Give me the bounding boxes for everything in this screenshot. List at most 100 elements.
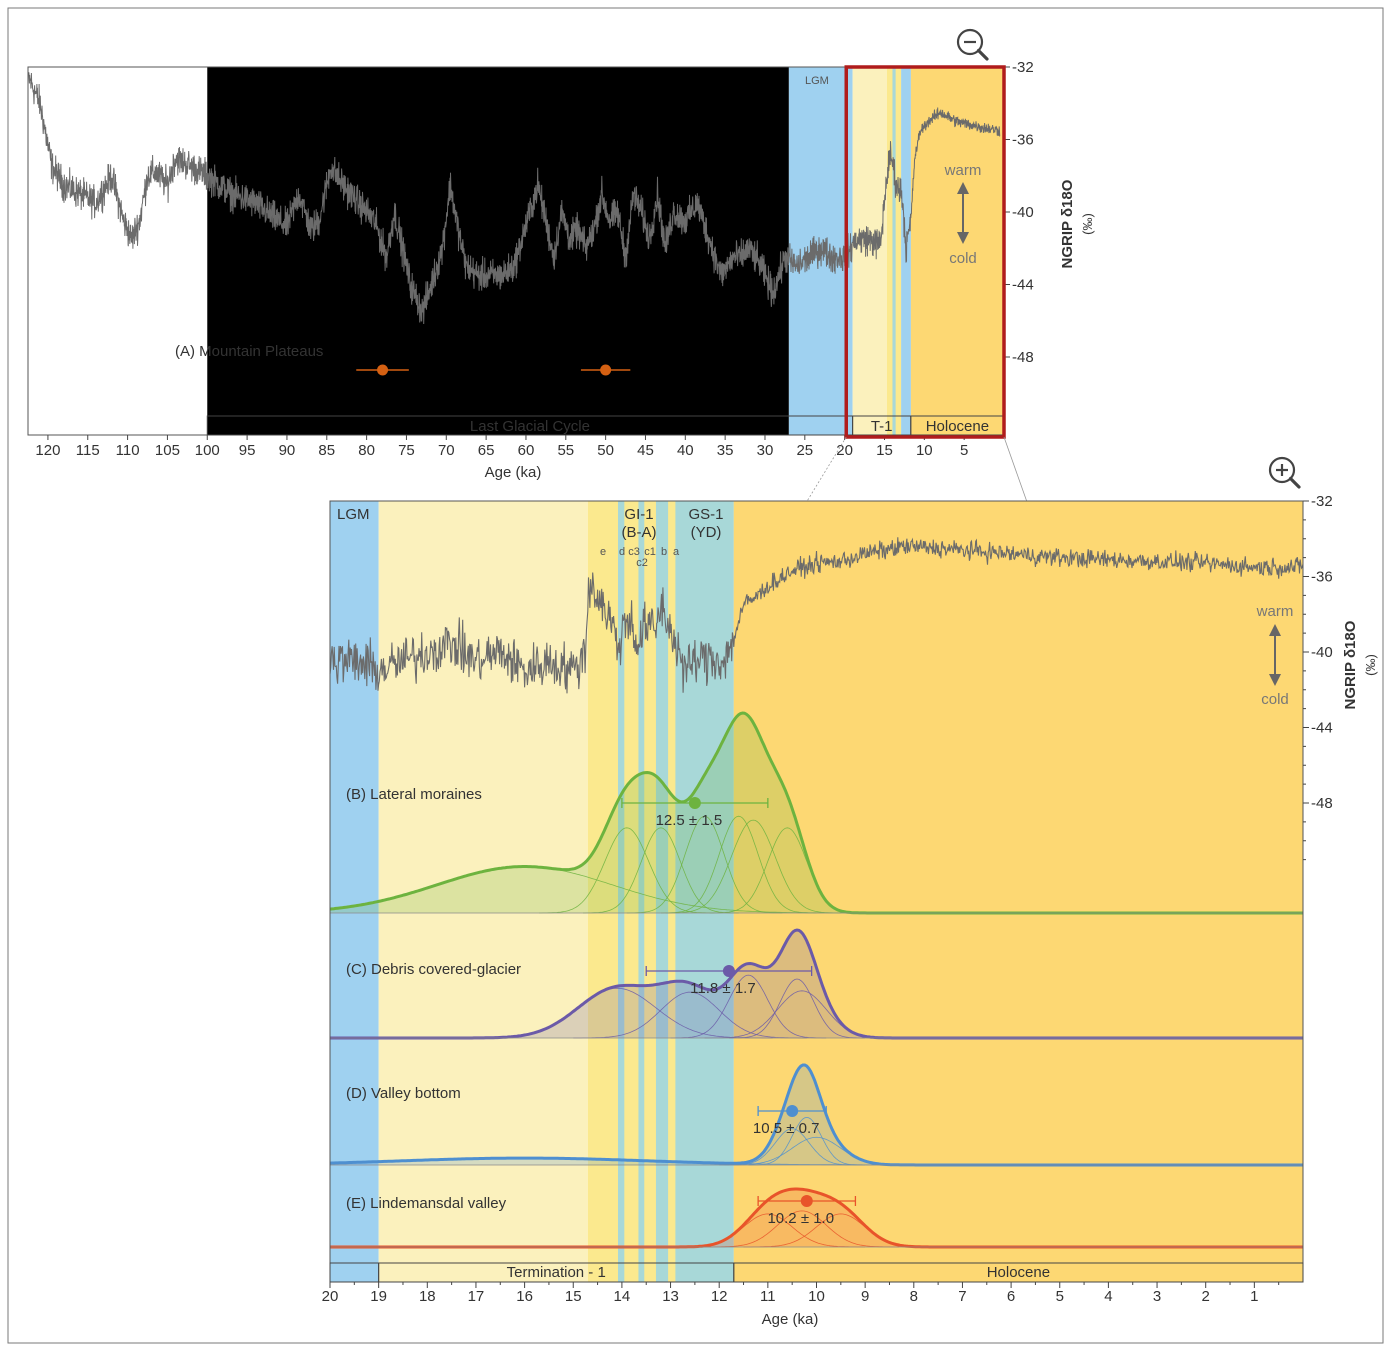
series-label: (D) Valley bottom (346, 1085, 461, 1102)
top-y-axis: -32 -36 -40 -44 -48 (1004, 59, 1034, 366)
top-y-axis-title-unit: (‰) (1080, 213, 1095, 235)
x-tick-label: 110 (116, 442, 140, 459)
bottom-age-distributions: (B) Lateral moraines 12.5 ± 1.5 (C) Debris… (329, 711, 1303, 1249)
x-tick-label: 95 (239, 442, 256, 459)
top-y-axis-title: NGRIP δ18O (‰) (1059, 179, 1095, 268)
x-tick-label: 3 (1153, 1288, 1161, 1305)
bottom-y-axis-title-unit: (‰) (1363, 654, 1378, 676)
bottom-x-axis: 20 19 18 17 16 15 14 13 12 11 10 9 8 7 6 5 4 3 2 1 (322, 1282, 1280, 1305)
warm-arrow-head (1269, 624, 1281, 636)
x-tick-label: 14 (614, 1288, 631, 1305)
distribution-fill (330, 1189, 1303, 1247)
mean-age-label: 10.5 ± 0.7 (753, 1120, 820, 1137)
x-tick-label: 6 (1007, 1288, 1015, 1305)
warm-label-top: warm (944, 162, 982, 179)
x-tick-label: 10 (916, 442, 933, 459)
distribution-fill (330, 1065, 1303, 1165)
x-tick-label: 85 (318, 442, 335, 459)
component-curve (583, 827, 739, 914)
period-label-t1: T-1 (871, 418, 893, 435)
panel-label-mountain-plateaus: (A) Mountain Plateaus (175, 343, 323, 360)
component-curve (626, 815, 783, 914)
x-tick-label: 20 (322, 1288, 339, 1305)
figure-border (7, 7, 1384, 1344)
period-box (733, 1262, 1304, 1283)
component-curve (660, 815, 817, 914)
y-tick-label: -40 (1311, 644, 1333, 661)
period-label-last-glacial-cycle: Last Glacial Cycle (470, 418, 590, 435)
zoom-out-magnifier-icon (956, 28, 989, 61)
period-label-holocene-bottom: Holocene (987, 1264, 1050, 1281)
mean-age-point (786, 1105, 799, 1117)
x-tick-label: 13 (662, 1288, 679, 1305)
series-label: (C) Debris covered-glacier (346, 961, 521, 978)
band-t1_light (852, 67, 887, 435)
distribution-purple: (C) Debris covered-glacier 11.8 ± 1.7 (330, 928, 1303, 1040)
sub-event-c2: c2 (636, 557, 648, 569)
top-x-axis: 120 115 110 105 100 95 90 85 80 75 70 65 60 55 50 45 40 3… (35, 435, 968, 459)
x-tick-label: 55 (557, 442, 574, 459)
lgm-label-top: LGM (805, 75, 829, 87)
band-lgm (330, 501, 379, 1282)
x-tick-label: 20 (836, 442, 853, 459)
x-tick-label: 10 (808, 1288, 825, 1305)
zoom-window-box (844, 65, 1006, 439)
mean-age-label: 11.8 ± 1.7 (690, 980, 756, 997)
sub-event-b: b (661, 546, 667, 558)
band-interstadial_teal-inner (892, 67, 896, 435)
mean-age-label: 10.2 ± 1.0 (767, 1210, 834, 1227)
band-interstadial_teal (618, 501, 625, 1282)
x-tick-label: 35 (717, 442, 734, 459)
y-tick-label: -48 (1012, 349, 1034, 366)
mean-age-point (722, 965, 735, 977)
period-label-holocene-top: Holocene (926, 418, 989, 435)
x-tick-label: 65 (478, 442, 495, 459)
distribution-red_orange: (E) Lindemansdal valley 10.2 ± 1.0 (330, 1187, 1303, 1249)
x-tick-label: 16 (516, 1288, 533, 1305)
band-glacial (207, 67, 789, 435)
lgm-label-bottom: LGM (337, 506, 370, 523)
age-point (600, 364, 612, 376)
gs1-sub-label: (YD) (691, 524, 722, 541)
top-period-bar: Last Glacial Cycle T-1 Holocene (206, 415, 1005, 436)
bottom-x-axis-title: Age (ka) (762, 1311, 819, 1328)
y-tick-label: -36 (1311, 569, 1333, 586)
x-tick-label: 120 (35, 442, 60, 459)
distribution-blue: (D) Valley bottom 10.5 ± 0.7 (329, 1063, 1303, 1167)
cold-label-bottom: cold (1261, 691, 1289, 708)
cold-arrow-head (1269, 674, 1281, 686)
x-tick-label: 80 (358, 442, 375, 459)
top-period-shading (207, 67, 1004, 435)
x-tick-label: 30 (757, 442, 774, 459)
mean-age-point (688, 797, 701, 809)
top-ngrip-record (27, 72, 1001, 325)
component-curve (665, 819, 841, 914)
y-tick-label: -44 (1012, 277, 1034, 294)
distribution-green: (B) Lateral moraines 12.5 ± 1.5 (329, 711, 1303, 915)
y-tick-label: -40 (1012, 204, 1034, 221)
x-tick-label: 1 (1250, 1288, 1258, 1305)
x-tick-label: 75 (398, 442, 415, 459)
y-tick-label: -44 (1311, 720, 1333, 737)
band-interstadial_teal (655, 501, 669, 1282)
x-tick-label: 105 (155, 442, 180, 459)
bottom-y-axis-title-main: NGRIP δ18O (1342, 620, 1359, 709)
x-tick-label: 17 (468, 1288, 485, 1305)
x-tick-label: 8 (910, 1288, 918, 1305)
band-holocene (733, 501, 1303, 1282)
x-tick-label: 2 (1202, 1288, 1210, 1305)
gi1-label: GI-1 (624, 506, 653, 523)
x-tick-label: 18 (419, 1288, 436, 1305)
x-tick-label: 100 (195, 442, 220, 459)
zoom-in-magnifier-icon (1268, 456, 1301, 489)
x-tick-label: 45 (637, 442, 654, 459)
warm-label-bottom: warm (1256, 603, 1294, 620)
sub-event-c3: c3 (628, 546, 640, 558)
series-label: (E) Lindemansdal valley (346, 1195, 507, 1212)
x-tick-label: 50 (597, 442, 614, 459)
x-tick-label: 25 (796, 442, 813, 459)
component-curve (704, 1210, 900, 1248)
x-tick-label: 5 (1056, 1288, 1064, 1305)
component-curve (573, 991, 807, 1039)
